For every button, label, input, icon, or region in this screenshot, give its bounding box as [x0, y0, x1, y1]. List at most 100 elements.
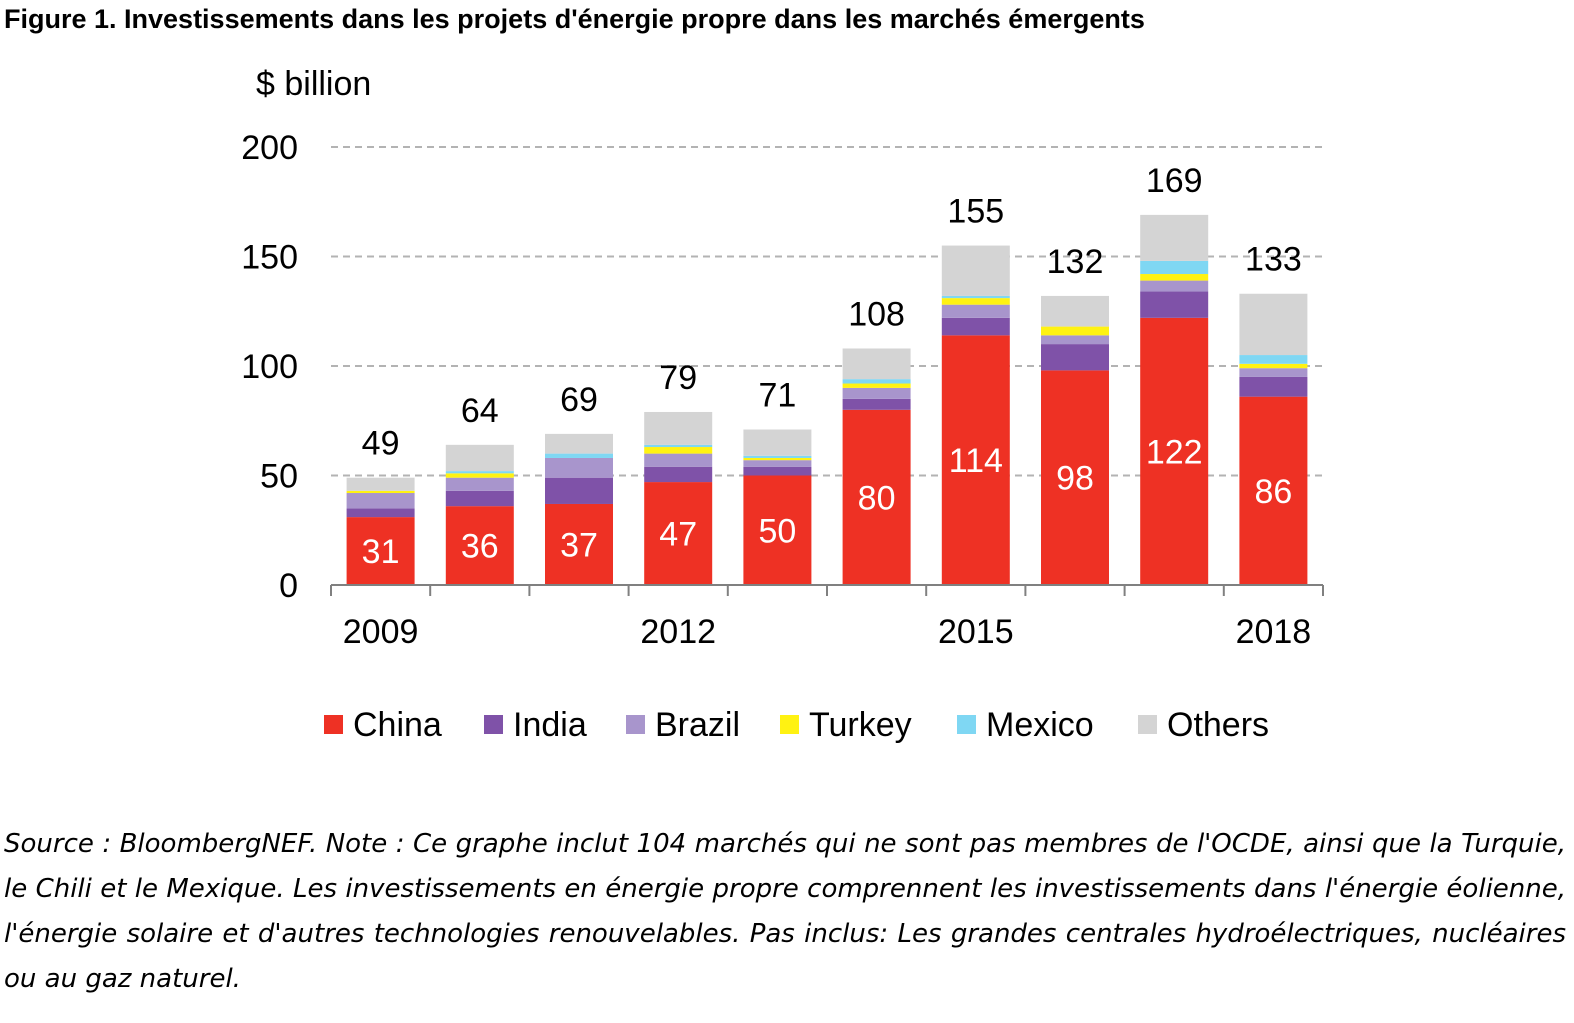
bar-segment-turkey-2018 — [1239, 363, 1308, 369]
china-value-label-2010: 36 — [461, 528, 499, 566]
x-tick-label-2009: 2009 — [343, 613, 419, 651]
bar-segment-others-2009 — [346, 477, 415, 491]
bar-group-2012: 47 79 — [644, 359, 713, 585]
bar-group-2017: 122 169 — [1140, 162, 1209, 585]
bar-segment-turkey-2017 — [1140, 274, 1209, 281]
bars: 3149366437694779507180108114155981321221… — [346, 162, 1308, 585]
legend-swatch-others — [1138, 715, 1157, 734]
y-tick-label-0: 0 — [279, 567, 298, 605]
bar-segment-others-2017 — [1140, 214, 1209, 261]
china-value-label-2017: 122 — [1146, 433, 1203, 471]
bar-segment-india-2012 — [644, 466, 713, 483]
y-tick-label-50: 50 — [260, 458, 298, 496]
total-label-2017: 169 — [1146, 162, 1203, 200]
bar-segment-india-2010 — [445, 490, 514, 507]
bar-segment-india-2013 — [743, 466, 812, 476]
bar-group-2009: 31 49 — [346, 425, 415, 585]
bar-segment-brazil-2009 — [346, 493, 415, 509]
bar-segment-china-2018 — [1239, 396, 1308, 585]
figure-title: Figure 1. Investissements dans les proje… — [4, 4, 1145, 34]
bar-segment-china-2015 — [941, 335, 1010, 585]
y-tick-label-150: 150 — [241, 239, 298, 277]
bar-segment-others-2015 — [941, 245, 1010, 296]
x-tick-label-2018: 2018 — [1236, 613, 1312, 651]
bar-segment-mexico-2010 — [445, 471, 514, 474]
china-value-label-2014: 80 — [858, 479, 896, 517]
bar-group-2013: 50 71 — [743, 377, 812, 585]
bar-segment-india-2014 — [842, 398, 911, 410]
bar-segment-mexico-2014 — [842, 379, 911, 384]
china-value-label-2011: 37 — [560, 526, 598, 564]
bar-segment-india-2015 — [941, 317, 1010, 336]
bar-group-2011: 37 69 — [545, 381, 613, 585]
bar-segment-mexico-2011 — [545, 453, 613, 458]
total-label-2016: 132 — [1047, 243, 1104, 281]
legend-label-brazil: Brazil — [655, 706, 740, 744]
bar-segment-others-2018 — [1239, 293, 1308, 356]
bar-segment-mexico-2017 — [1140, 260, 1209, 275]
legend-label-others: Others — [1167, 706, 1269, 744]
china-value-label-2016: 98 — [1056, 460, 1094, 498]
bar-segment-china-2016 — [1041, 370, 1109, 585]
x-axis: 2009 2012 2015 2018 — [330, 584, 1324, 651]
bar-segment-turkey-2009 — [346, 490, 415, 494]
bar-segment-china-2010 — [445, 506, 514, 585]
bar-group-2014: 80 108 — [842, 295, 911, 585]
bar-group-2018: 86 133 — [1239, 241, 1308, 585]
china-value-label-2015: 114 — [949, 442, 1003, 480]
y-tick-label-200: 200 — [241, 129, 298, 167]
bar-segment-turkey-2014 — [842, 383, 911, 388]
bar-segment-india-2017 — [1140, 291, 1209, 318]
china-value-label-2009: 31 — [362, 533, 400, 571]
legend-swatch-china — [324, 715, 343, 734]
legend-swatch-brazil — [626, 715, 645, 734]
legend-label-turkey: Turkey — [809, 706, 912, 744]
total-label-2018: 133 — [1245, 241, 1302, 279]
bar-segment-brazil-2012 — [644, 453, 713, 467]
stacked-bar-chart: $ billion 0 50 100 150 200 31 49 36 64 37 69 47 79 5… — [241, 65, 1324, 744]
bar-segment-others-2010 — [445, 444, 514, 472]
bar-segment-brazil-2011 — [545, 457, 613, 478]
bar-group-2016: 98 132 — [1041, 243, 1109, 585]
bar-segment-china-2017 — [1140, 317, 1209, 585]
bar-segment-china-2011 — [545, 503, 613, 585]
bar-segment-india-2009 — [346, 508, 415, 518]
bar-segment-turkey-2015 — [941, 298, 1010, 305]
china-value-label-2018: 86 — [1254, 473, 1292, 511]
bar-segment-brazil-2010 — [445, 477, 514, 491]
gridlines — [331, 146, 1323, 477]
legend-swatch-turkey — [780, 715, 799, 734]
total-label-2012: 79 — [659, 359, 697, 397]
bar-segment-brazil-2016 — [1041, 335, 1109, 345]
legend: China India Brazil Turkey Mexico Others — [324, 706, 1269, 744]
x-tick-label-2012: 2012 — [640, 613, 716, 651]
bar-segment-india-2018 — [1239, 376, 1308, 397]
bar-segment-turkey-2013 — [743, 457, 812, 461]
bar-segment-brazil-2015 — [941, 304, 1010, 318]
bar-group-2015: 114 155 — [941, 193, 1010, 585]
bar-segment-turkey-2016 — [1041, 326, 1109, 336]
bar-segment-mexico-2018 — [1239, 355, 1308, 364]
y-tick-label-100: 100 — [241, 348, 298, 386]
total-label-2013: 71 — [758, 377, 796, 415]
bar-segment-china-2013 — [743, 475, 812, 585]
legend-swatch-mexico — [957, 715, 976, 734]
total-label-2010: 64 — [461, 392, 499, 430]
legend-label-india: India — [513, 706, 587, 744]
china-value-label-2013: 50 — [758, 512, 796, 550]
y-axis-ticks: 0 50 100 150 200 — [241, 129, 298, 605]
total-label-2014: 108 — [848, 295, 905, 333]
bar-segment-mexico-2013 — [743, 455, 812, 458]
y-axis-unit-label: $ billion — [256, 65, 371, 103]
x-tick-label-2015: 2015 — [938, 613, 1014, 651]
bar-segment-mexico-2015 — [941, 295, 1010, 299]
bar-segment-brazil-2014 — [842, 387, 911, 399]
bar-segment-china-2009 — [346, 517, 415, 585]
legend-label-mexico: Mexico — [986, 706, 1094, 744]
china-value-label-2012: 47 — [659, 516, 697, 554]
bar-group-2010: 36 64 — [445, 392, 514, 585]
bar-segment-china-2012 — [644, 482, 713, 585]
bar-segment-india-2011 — [545, 477, 613, 504]
legend-label-china: China — [353, 706, 442, 744]
source-note: Source : BloombergNEF. Note : Ce graphe … — [4, 829, 1566, 994]
